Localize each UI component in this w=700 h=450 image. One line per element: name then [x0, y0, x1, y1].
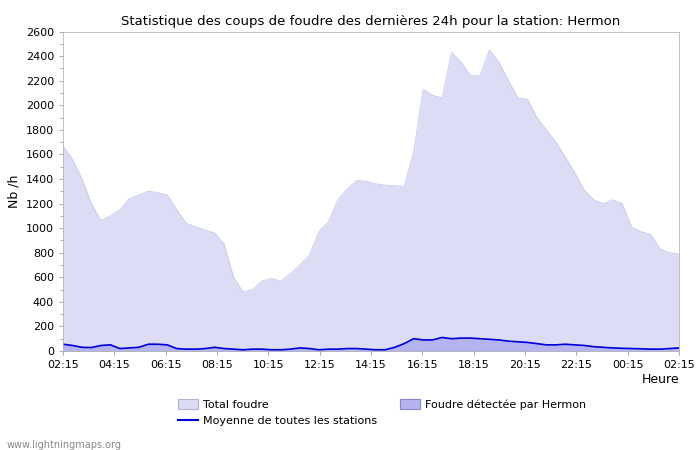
Legend: Total foudre, Moyenne de toutes les stations, Foudre détectée par Hermon: Total foudre, Moyenne de toutes les stat…	[174, 395, 591, 431]
Text: www.lightningmaps.org: www.lightningmaps.org	[7, 440, 122, 450]
Text: Heure: Heure	[641, 374, 679, 387]
Title: Statistique des coups de foudre des dernières 24h pour la station: Hermon: Statistique des coups de foudre des dern…	[121, 14, 621, 27]
Y-axis label: Nb /h: Nb /h	[7, 175, 20, 208]
